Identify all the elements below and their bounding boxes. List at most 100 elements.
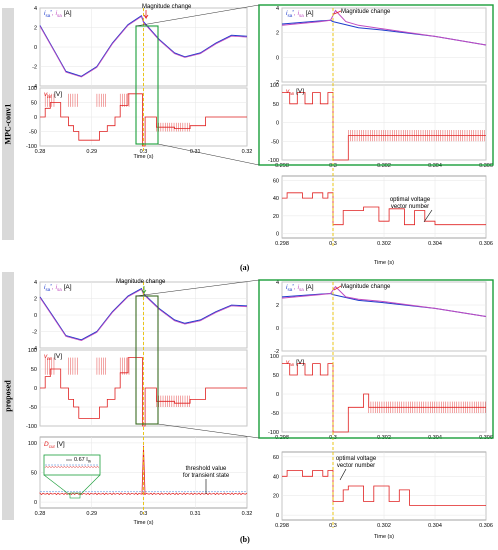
threshold-label: for transient state <box>183 473 230 479</box>
x-tick-label: 0.302 <box>377 241 391 247</box>
chart-b-left: 420-2-4100500-50-1001005000.280.290.30.3… <box>26 280 252 526</box>
series-measured <box>39 288 248 342</box>
x-tick-label: 0.306 <box>479 241 493 247</box>
x-tick-label: 0.29 <box>86 511 97 517</box>
y-tick-label: -100 <box>268 158 279 164</box>
x-axis-title: Time (s) <box>134 520 154 526</box>
y-tick-label: 0 <box>34 500 37 506</box>
inset-connector <box>43 474 71 496</box>
current-axis-label: isa*, isa [A] <box>286 9 314 18</box>
y-tick-label: 0 <box>34 386 37 392</box>
y-tick-label: 2 <box>34 297 37 303</box>
series-voltage <box>40 357 247 427</box>
y-tick-label: -4 <box>32 346 37 352</box>
y-tick-label: 2 <box>276 31 279 37</box>
y-tick-label: 0 <box>276 326 279 332</box>
y-tick-label: -4 <box>32 84 37 90</box>
series-measured <box>39 15 248 78</box>
x-tick-label: 0.3 <box>140 149 148 155</box>
dcur-axis-label: Dcur [V] <box>44 441 65 449</box>
current-axis-label: isa*, isa [A] <box>286 283 314 292</box>
x-tick-label: 0.32 <box>242 511 253 517</box>
y-tick-label: 4 <box>34 6 37 12</box>
x-tick-label: 0.298 <box>275 523 289 529</box>
series-measured <box>281 285 487 317</box>
series-vector <box>282 192 486 226</box>
zoom-connector <box>135 279 260 297</box>
magnitude-change-label: Magnitude change <box>341 284 391 290</box>
annotation-arrow-icon <box>423 209 433 223</box>
arrow-icon <box>333 10 342 15</box>
threshold-label: threshold value <box>186 466 227 472</box>
current-axis-label: isa*, isa [A] <box>44 9 72 18</box>
series-voltage <box>40 93 247 147</box>
magnitude-change-label: Magnitude change <box>341 9 391 15</box>
zoom-frame-a <box>258 4 494 166</box>
x-tick-label: 0.28 <box>35 511 46 517</box>
y-tick-label: -100 <box>26 144 37 150</box>
magnitude-change-label: Magnitude change <box>142 4 192 10</box>
voltage-axis-label: van [V] <box>286 359 304 367</box>
y-tick-label: 0 <box>276 232 279 238</box>
x-tick-label: 0.306 <box>479 163 493 169</box>
chart-b-right: 420-2100500-50-1000.2980.30.3020.3040.30… <box>268 280 493 540</box>
x-tick-label: 0.304 <box>428 163 442 169</box>
arrow-icon <box>333 285 342 291</box>
x-tick-label: 0.29 <box>86 149 97 155</box>
voltage-axis-label: van [V] <box>44 91 62 99</box>
optimal-vector-label: vector number <box>337 463 375 469</box>
y-tick-label: 40 <box>273 196 279 202</box>
optimal-vector-label: vector number <box>391 204 429 210</box>
y-tick-label: 20 <box>273 494 279 500</box>
zoom-window-b <box>135 295 159 425</box>
x-tick-label: 0.31 <box>190 511 201 517</box>
zoom-frame-b <box>258 279 494 439</box>
y-tick-label: 0 <box>276 121 279 127</box>
x-tick-label: 0.298 <box>275 241 289 247</box>
y-tick-label: -50 <box>29 130 37 136</box>
magnitude-change-label: Magnitude change <box>116 279 166 285</box>
zoom-connector <box>135 4 260 27</box>
y-tick-label: 20 <box>273 214 279 220</box>
subfigure-label-a: (a) <box>240 263 250 272</box>
y-tick-label: 60 <box>273 455 279 461</box>
y-tick-label: 50 <box>273 373 279 379</box>
y-tick-label: 100 <box>270 83 279 89</box>
y-tick-label: -100 <box>26 424 37 430</box>
x-tick-label: 0.302 <box>377 523 391 529</box>
x-axis-title: Time (s) <box>374 534 394 540</box>
y-tick-label: 4 <box>276 6 279 12</box>
optimal-vector-label: optimal voltage <box>390 197 431 203</box>
current-axis-label: isa*, isa [A] <box>44 283 72 292</box>
y-tick-label: -50 <box>29 405 37 411</box>
y-tick-label: 0 <box>34 313 37 319</box>
method-label-b: proposed <box>2 272 14 520</box>
y-tick-label: 50 <box>273 102 279 108</box>
zoom-connector <box>157 143 260 166</box>
x-axis-title: Time (s) <box>134 154 154 160</box>
panel-a-right-current: 4 2 0 -2 <box>274 6 487 86</box>
x-tick-label: 0.28 <box>35 149 46 155</box>
chart-a-left: 420-2-4100500-50-1000.280.290.30.310.32T… <box>26 6 252 160</box>
y-tick-label: 0 <box>34 115 37 121</box>
y-tick-label: -2 <box>32 330 37 336</box>
y-tick-label: 4 <box>276 280 279 286</box>
y-tick-label: 40 <box>273 474 279 480</box>
x-tick-label: 0.302 <box>377 163 391 169</box>
y-tick-label: 100 <box>28 348 37 354</box>
x-tick-label: 0.304 <box>428 523 442 529</box>
annotation-arrow-icon <box>339 468 347 481</box>
y-tick-label: 100 <box>28 86 37 92</box>
series-voltage <box>282 92 486 161</box>
y-tick-label: 60 <box>273 178 279 184</box>
x-tick-label: 0.3 <box>329 523 337 529</box>
inset-source-box <box>69 492 81 499</box>
y-tick-label: 0 <box>276 392 279 398</box>
y-tick-label: 2 <box>34 26 37 32</box>
y-tick-label: -100 <box>268 430 279 436</box>
voltage-axis-label: van [V] <box>286 88 304 96</box>
